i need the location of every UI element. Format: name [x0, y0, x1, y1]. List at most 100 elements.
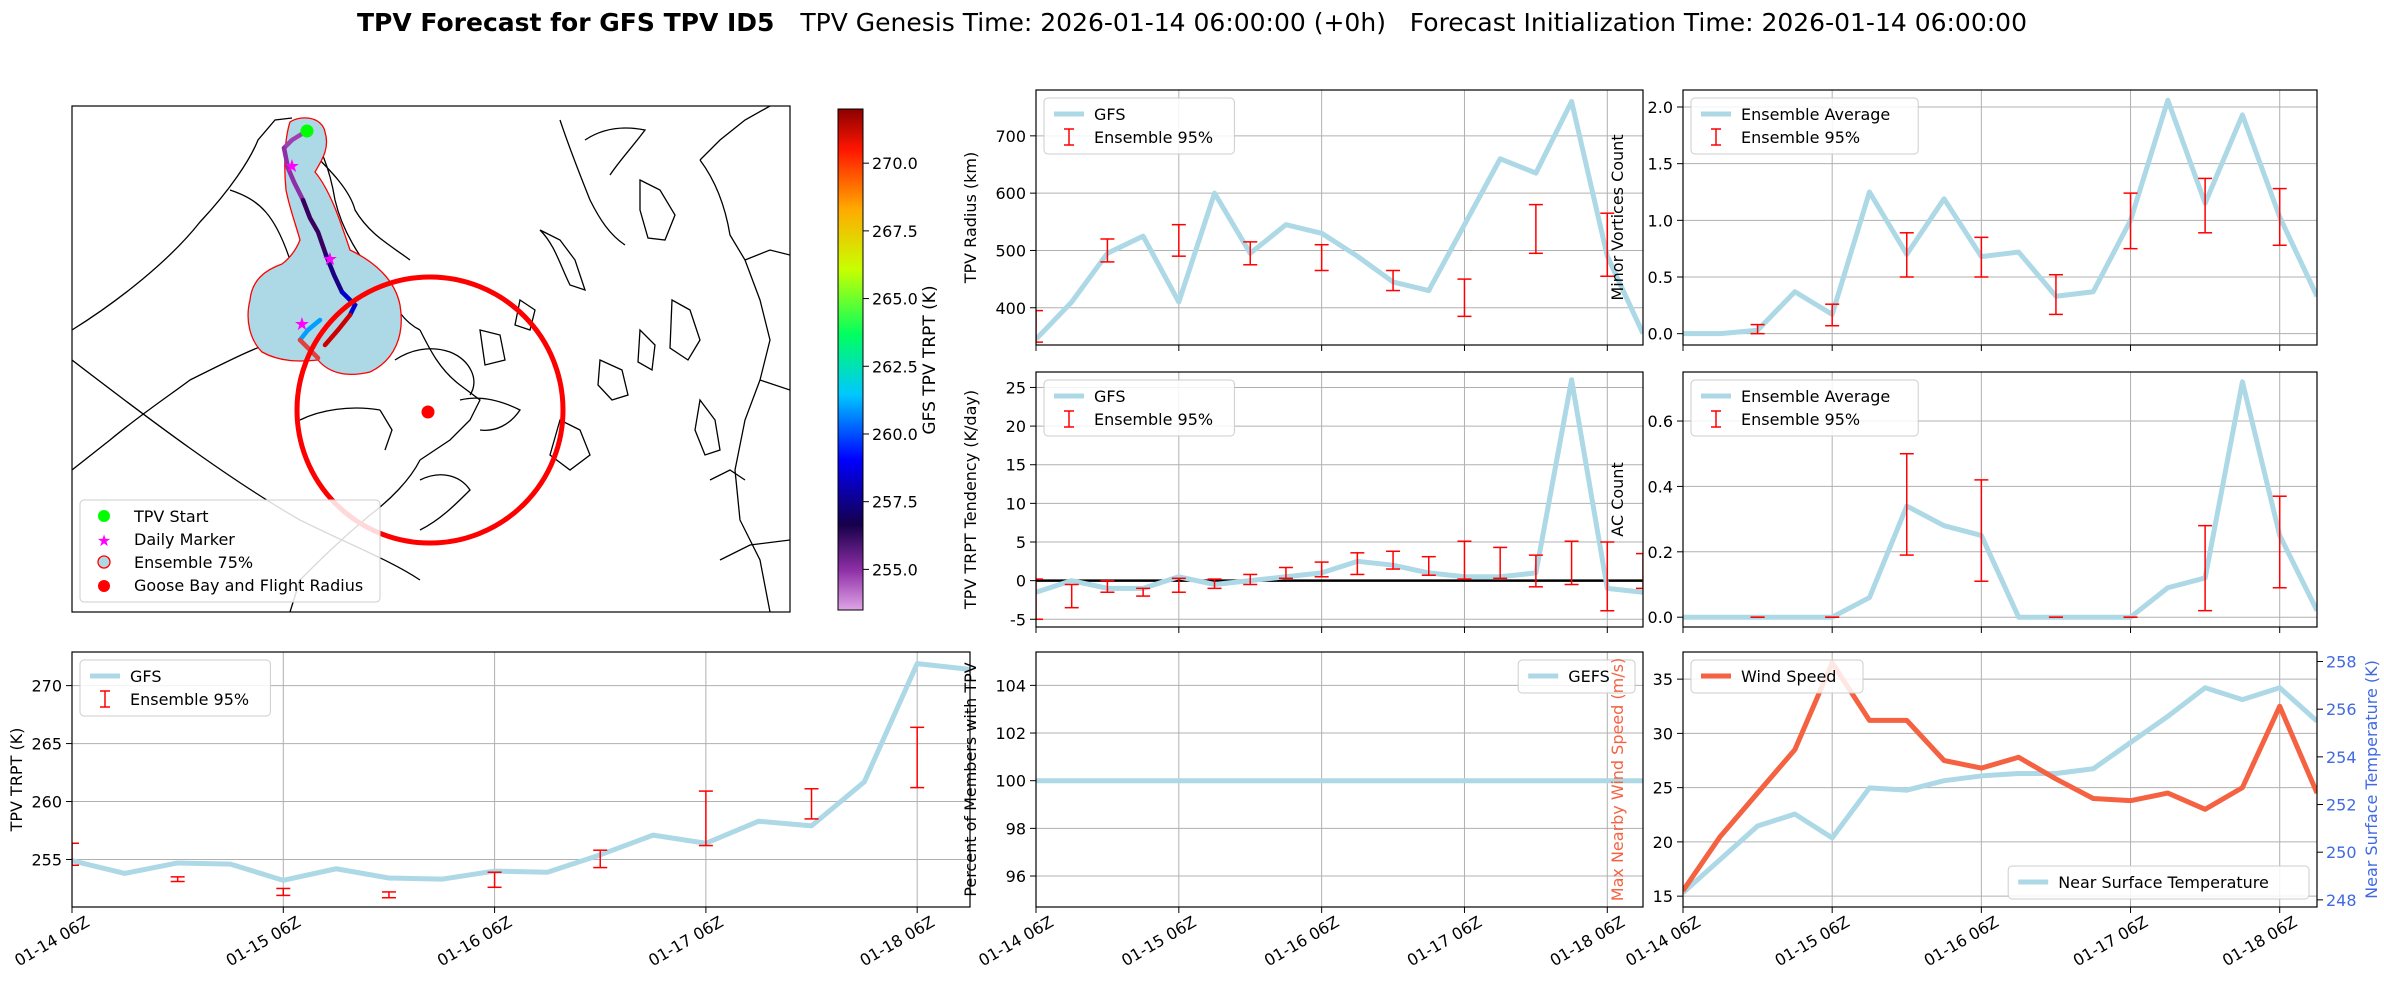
error-bar [1278, 566, 1293, 580]
error-bar [1171, 223, 1186, 257]
error-bar [1314, 561, 1329, 578]
colorbar-tick-label: 257.5 [872, 493, 918, 512]
y-tick-label: 1.0 [1648, 211, 1673, 230]
error-bar [170, 876, 185, 883]
x-tick-label: 01-17 06Z [2070, 912, 2151, 970]
colorbar-tick-label: 270.0 [872, 154, 918, 173]
plot-frame [1682, 371, 2318, 628]
error-bar [1528, 554, 1543, 588]
legend-label: GEFS [1568, 667, 1610, 686]
y-tick-label-right: 256 [2326, 700, 2357, 719]
x-tick-label: 01-14 06Z [975, 912, 1056, 970]
legend-label: Ensemble 95% [1094, 128, 1213, 147]
y-tick-label: 100 [995, 772, 1026, 791]
map-legend-label: Daily Marker [134, 530, 235, 549]
temperature-line [1683, 685, 2317, 895]
map-legend-label: Goose Bay and Flight Radius [134, 576, 363, 595]
plot-frame [1035, 89, 1644, 346]
y-tick-label-right: 258 [2326, 653, 2357, 672]
plot-content [1036, 377, 1643, 621]
legend-box [1690, 379, 1919, 437]
error-bar [1350, 552, 1365, 576]
error-bar [1243, 241, 1258, 266]
y-tick-label: 15 [1653, 887, 1673, 906]
error-bar [1100, 238, 1115, 263]
legend-label: Ensemble Average [1741, 387, 1890, 406]
flight-radius-circle [294, 274, 566, 546]
legend: Wind Speed [1690, 659, 1864, 694]
y-tick-label: 0.6 [1648, 412, 1673, 431]
plot-content [1683, 379, 2317, 620]
y-tick-label-right: 248 [2326, 891, 2357, 910]
colorbar-tick-label: 265.0 [872, 290, 918, 309]
legend-box [1517, 659, 1636, 694]
legend-label: GFS [1094, 105, 1125, 124]
error-bar [1493, 546, 1508, 580]
plot-area [1683, 652, 2317, 907]
error-bar [1064, 583, 1079, 609]
legend-star-icon: ★ [97, 531, 111, 550]
legend-box [79, 659, 271, 717]
error-bar [1825, 303, 1840, 327]
series-line [1683, 379, 2317, 620]
x-tick-label: 01-18 06Z [856, 912, 937, 970]
error-bar [2198, 524, 2213, 612]
map-panel: ★ ★ ★ TPV Start ★ Daily Marker Ensemble … [71, 105, 791, 613]
legend-label: Ensemble Average [1741, 105, 1890, 124]
colorbar-tick-label: 260.0 [872, 425, 918, 444]
tpv-start-marker [300, 124, 314, 138]
error-bar [276, 887, 291, 897]
legend: GFS Ensemble 95% [1043, 379, 1235, 437]
daily-marker-star: ★ [284, 156, 300, 177]
legend-ensemble-icon [97, 555, 111, 569]
error-bar [1974, 479, 1989, 582]
error-bar [1243, 573, 1258, 586]
y-tick-label: 35 [1653, 670, 1673, 689]
y-tick-label: 10 [1006, 494, 1026, 513]
colorbar-label: GFS TPV TRPT (K) [920, 285, 940, 434]
y-tick-label: 2.0 [1648, 98, 1673, 117]
error-bar [1136, 587, 1151, 597]
legend-tpv-start-icon [98, 510, 110, 522]
panel-wind: 01-14 06Z 01-15 06Z 01-16 06Z 01-17 06Z 01-1… [1608, 651, 2381, 970]
x-tick-label: 01-15 06Z [1118, 912, 1199, 970]
y-axis-label: TPV TRPT (K) [7, 728, 26, 833]
error-bar [1600, 212, 1615, 277]
y-tick-label: 5 [1016, 533, 1026, 552]
error-bar [2198, 177, 2213, 234]
panel-trpt: 01-14 06Z 01-15 06Z 01-16 06Z 01-17 06Z 01-1… [7, 651, 971, 970]
legend-goose-bay-icon [98, 580, 110, 592]
x-tick-label: 01-16 06Z [434, 912, 515, 970]
y-tick-label-right: 254 [2326, 748, 2357, 767]
plot-frame [1035, 651, 1644, 908]
panel-percent: 01-14 06Z 01-15 06Z 01-16 06Z 01-17 06Z 01-1… [961, 651, 1644, 970]
panel-minor: 0.0 0.5 1.0 1.5 2.0 Minor Vortices Count Ensem… [1608, 89, 2318, 351]
panel-radius: 400 500 600 700 TPV Radius (km) GFS Ensemble 9… [961, 89, 1644, 351]
error-bar [1457, 540, 1472, 580]
colorbar-tick-label: 267.5 [872, 222, 918, 241]
y-tick-label: 0.4 [1648, 477, 1673, 496]
error-bar [698, 790, 713, 847]
plot-frame [1682, 89, 2318, 346]
error-bar [1636, 552, 1643, 590]
x-tick-label: 01-16 06Z [1921, 912, 2002, 970]
x-tick-label: 01-15 06Z [223, 912, 304, 970]
legend-label: Ensemble 95% [130, 690, 249, 709]
plot-frame [1035, 371, 1644, 628]
y-tick-label: 20 [1653, 833, 1673, 852]
plot-content [1683, 97, 2317, 337]
plot-content [1683, 660, 2317, 895]
error-bar [1899, 452, 1914, 556]
error-bar [1036, 309, 1043, 343]
error-bar [381, 891, 396, 899]
y-axis-label: AC Count [1608, 462, 1627, 536]
legend: GFS Ensemble 95% [1043, 97, 1235, 155]
x-tick-label: 01-16 06Z [1261, 912, 1342, 970]
error-bar [2123, 192, 2138, 250]
series-line [1683, 97, 2317, 337]
x-tick-label: 01-14 06Z [1622, 912, 1703, 970]
error-bar [1600, 541, 1615, 612]
legend-label: GFS [130, 667, 161, 686]
legend-label: GFS [1094, 387, 1125, 406]
